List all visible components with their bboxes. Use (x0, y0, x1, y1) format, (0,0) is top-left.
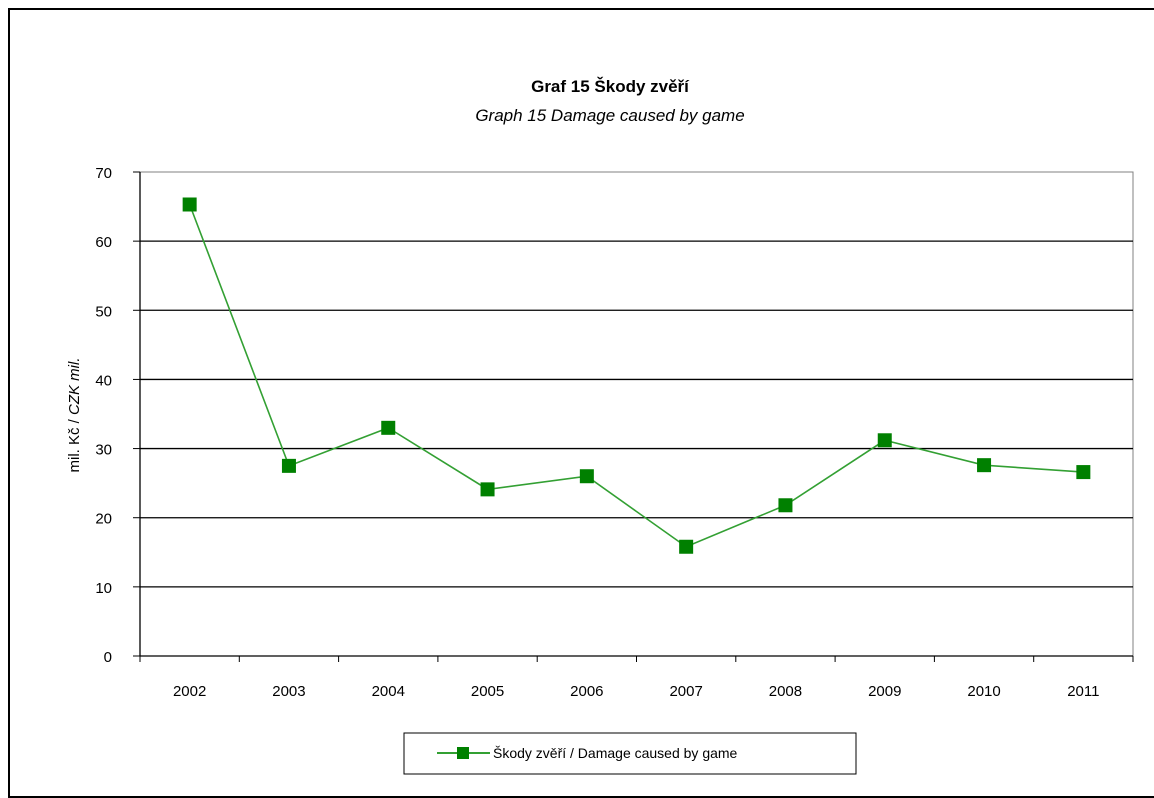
y-tick-label: 40 (95, 372, 112, 389)
data-point (281, 458, 296, 473)
chart-subtitle: Graph 15 Damage caused by game (475, 106, 744, 125)
x-tick-label: 2004 (372, 683, 405, 700)
data-point (579, 469, 594, 484)
y-axis-label: mil. Kč / CZK mil. (66, 357, 83, 472)
plot-area (139, 171, 1134, 657)
data-point (977, 458, 992, 473)
series-group (182, 197, 1091, 554)
series-line-0 (188, 204, 1084, 548)
gridlines (133, 171, 1133, 657)
y-tick-label: 70 (95, 165, 112, 182)
data-point (1076, 465, 1091, 480)
data-point (381, 420, 396, 435)
x-tick-label: 2006 (570, 683, 603, 700)
x-tick-label: 2010 (967, 683, 1000, 700)
data-point (877, 433, 892, 448)
y-tick-labels: 0 10 20 30 40 50 60 70 (95, 165, 112, 666)
x-tick-labels: 2002 2003 2004 2005 2006 2007 2008 2009 2010 2011 (173, 683, 1100, 700)
y-tick-label: 20 (95, 511, 112, 528)
x-tick-label: 2009 (868, 683, 901, 700)
data-point (480, 482, 495, 497)
x-tick-label: 2007 (669, 683, 702, 700)
x-tick-label: 2011 (1067, 683, 1099, 700)
y-tick-label: 60 (95, 234, 112, 251)
y-axis-label-italic: CZK mil. (66, 357, 83, 415)
y-tick-label: 30 (95, 442, 112, 459)
legend-marker-swatch (457, 747, 469, 759)
y-tick-label: 0 (104, 649, 112, 666)
legend: Škody zvěří / Damage caused by game (403, 732, 857, 775)
data-point (778, 498, 793, 513)
legend-label: Škody zvěří / Damage caused by game (493, 745, 738, 761)
x-tick-label: 2003 (272, 683, 305, 700)
x-tick-label: 2002 (173, 683, 206, 700)
chart-title: Graf 15 Škody zvěří (531, 77, 690, 96)
x-tick-label: 2008 (769, 683, 802, 700)
x-tick-label: 2005 (471, 683, 504, 700)
y-tick-label: 10 (95, 580, 112, 597)
y-tick-label: 50 (95, 303, 112, 320)
data-point (679, 539, 694, 554)
data-point (182, 197, 197, 212)
axes (139, 172, 1134, 662)
y-axis-label-plain: mil. Kč / (66, 415, 83, 473)
